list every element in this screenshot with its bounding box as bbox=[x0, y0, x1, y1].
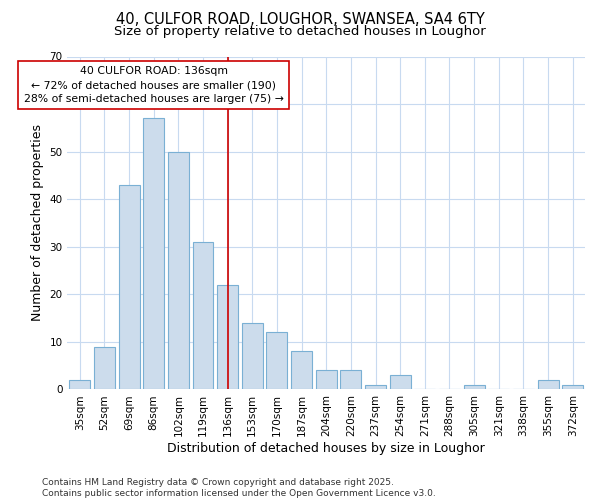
Bar bbox=[316, 370, 337, 390]
Bar bbox=[266, 332, 287, 390]
Bar bbox=[538, 380, 559, 390]
Y-axis label: Number of detached properties: Number of detached properties bbox=[31, 124, 44, 322]
Bar bbox=[193, 242, 214, 390]
Bar bbox=[389, 375, 410, 390]
Bar bbox=[291, 352, 312, 390]
Bar bbox=[217, 285, 238, 390]
Text: 40, CULFOR ROAD, LOUGHOR, SWANSEA, SA4 6TY: 40, CULFOR ROAD, LOUGHOR, SWANSEA, SA4 6… bbox=[116, 12, 484, 28]
Text: Size of property relative to detached houses in Loughor: Size of property relative to detached ho… bbox=[114, 25, 486, 38]
Bar bbox=[143, 118, 164, 390]
Bar bbox=[242, 323, 263, 390]
Bar bbox=[69, 380, 90, 390]
Text: 40 CULFOR ROAD: 136sqm
← 72% of detached houses are smaller (190)
28% of semi-de: 40 CULFOR ROAD: 136sqm ← 72% of detached… bbox=[24, 66, 284, 104]
Bar bbox=[168, 152, 189, 390]
Bar bbox=[119, 185, 140, 390]
Bar bbox=[340, 370, 361, 390]
Bar bbox=[562, 384, 583, 390]
Bar bbox=[464, 384, 485, 390]
X-axis label: Distribution of detached houses by size in Loughor: Distribution of detached houses by size … bbox=[167, 442, 485, 455]
Text: Contains HM Land Registry data © Crown copyright and database right 2025.
Contai: Contains HM Land Registry data © Crown c… bbox=[42, 478, 436, 498]
Bar bbox=[94, 346, 115, 390]
Bar bbox=[365, 384, 386, 390]
